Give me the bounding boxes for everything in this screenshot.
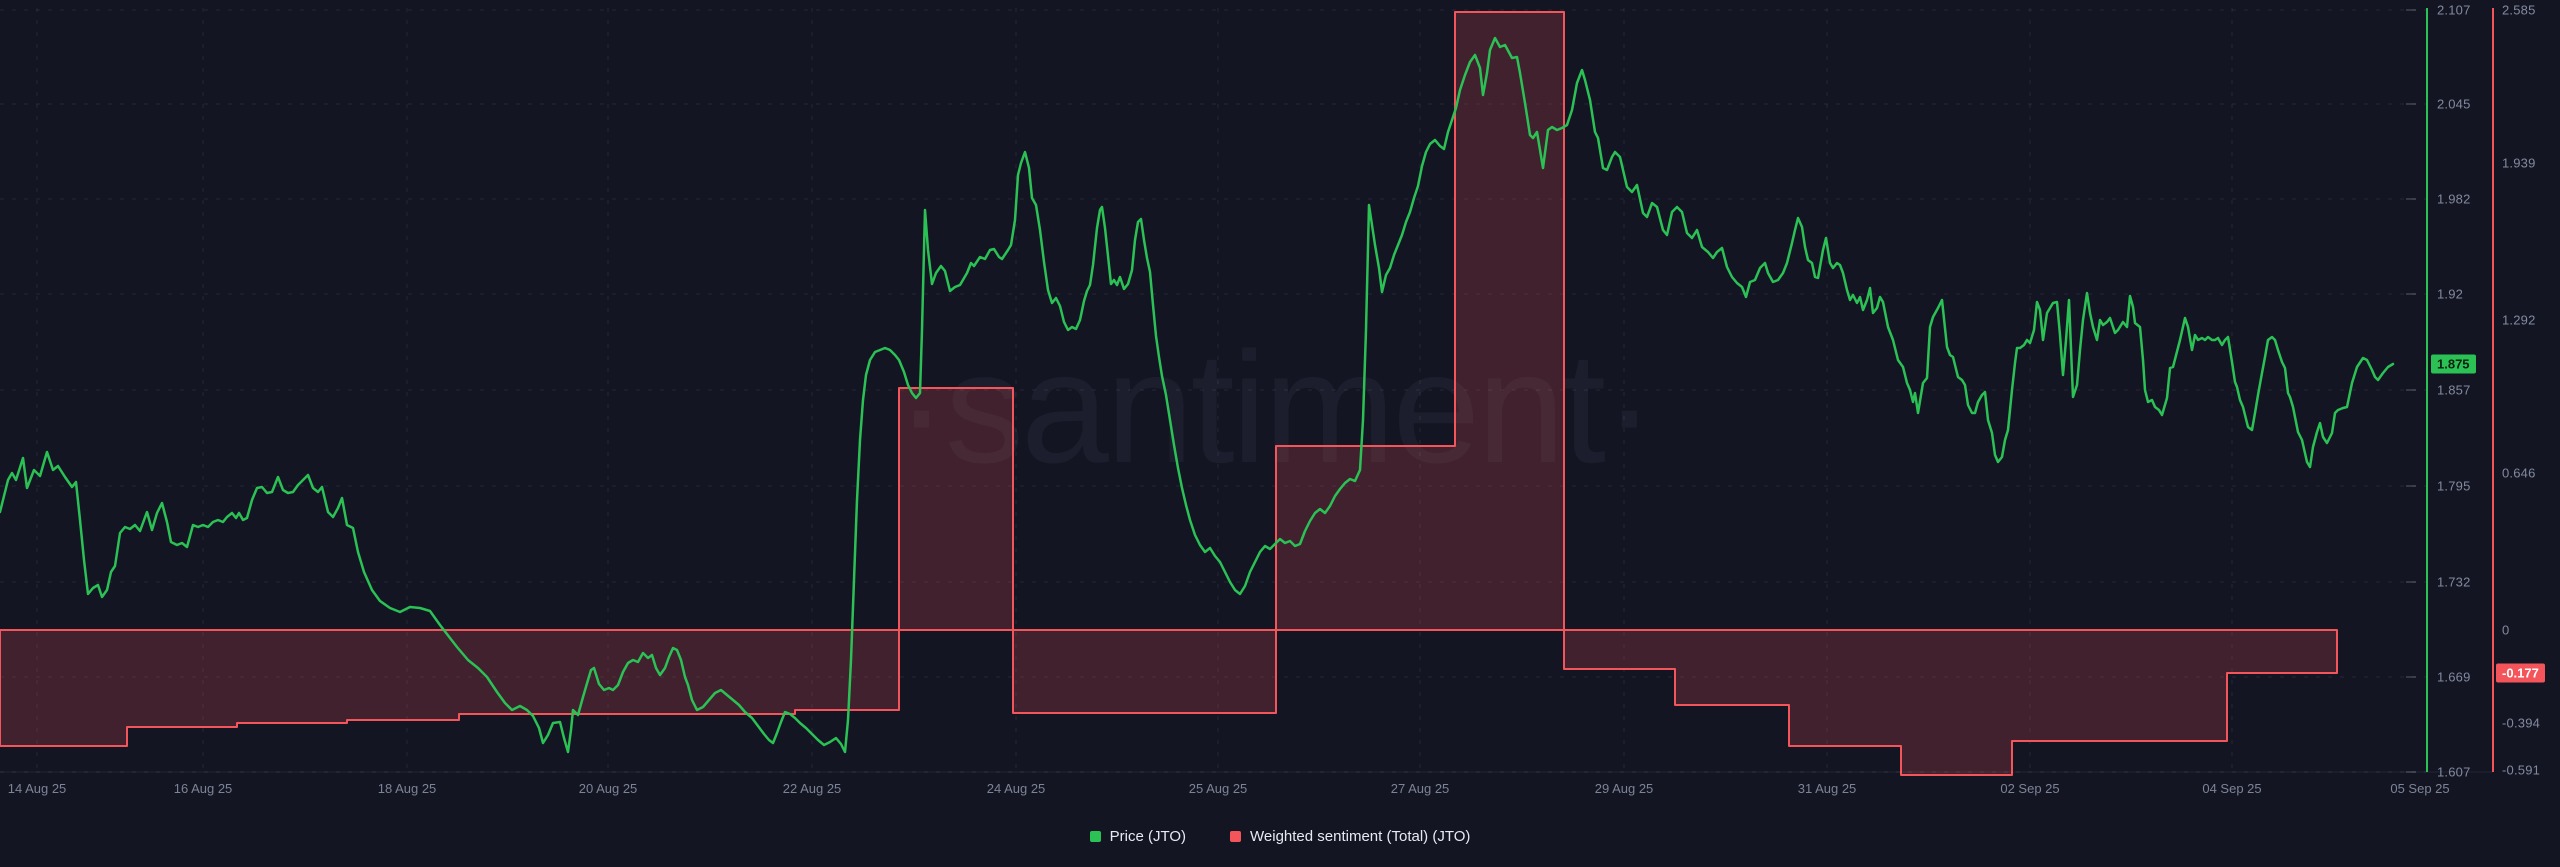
sentiment-legend-swatch — [1230, 831, 1242, 842]
legend-item-sentiment[interactable]: Weighted sentiment (Total) (JTO) — [1230, 828, 1470, 845]
price-series — [0, 36, 2395, 754]
date-label: 02 Sep 25 — [2000, 781, 2060, 796]
price-tick-label: 1.732 — [2437, 574, 2471, 590]
date-label: 22 Aug 25 — [782, 781, 842, 796]
weighted-sentiment-series — [0, 11, 2338, 776]
date-label: 20 Aug 25 — [578, 781, 638, 796]
sentiment-tick-label: 1.292 — [2502, 312, 2536, 328]
legend: Price (JTO) Weighted sentiment (Total) (… — [0, 828, 2560, 845]
date-label: 14 Aug 25 — [7, 781, 67, 796]
price-current-badge: 1.875 — [2431, 354, 2476, 374]
date-label: 27 Aug 25 — [1390, 781, 1450, 796]
date-label: 05 Sep 25 — [2390, 781, 2450, 796]
date-label: 25 Aug 25 — [1188, 781, 1248, 796]
price-legend-label: Price (JTO) — [1109, 828, 1187, 845]
date-label: 04 Sep 25 — [2202, 781, 2262, 796]
date-label: 16 Aug 25 — [173, 781, 233, 796]
price-legend-swatch — [1089, 831, 1101, 842]
sentiment-tick-label: -0.591 — [2502, 762, 2541, 778]
price-tick-label: 1.607 — [2437, 764, 2471, 780]
date-label: 24 Aug 25 — [986, 781, 1046, 796]
sentiment-tick-label: 1.939 — [2502, 155, 2536, 171]
price-tick-label: 1.795 — [2437, 478, 2471, 494]
price-tick-label: 1.669 — [2437, 669, 2471, 685]
date-label: 18 Aug 25 — [377, 781, 437, 796]
sentiment-tick-label: 2.585 — [2502, 2, 2536, 18]
date-label: 31 Aug 25 — [1797, 781, 1857, 796]
price-tick-label: 1.92 — [2437, 286, 2464, 302]
sentiment-tick-label: 0.646 — [2502, 465, 2536, 481]
sentiment-current-badge: -0.177 — [2496, 663, 2545, 683]
legend-item-price[interactable]: Price (JTO) — [1089, 828, 1187, 845]
sentiment-legend-label: Weighted sentiment (Total) (JTO) — [1250, 828, 1471, 845]
price-tick-label: 2.045 — [2437, 96, 2471, 112]
date-label: 29 Aug 25 — [1594, 781, 1654, 796]
price-tick-label: 1.982 — [2437, 191, 2471, 207]
sentiment-tick-label: 0 — [2502, 622, 2510, 638]
price-tick-label: 1.857 — [2437, 382, 2471, 398]
price-tick-label: 2.107 — [2437, 2, 2471, 18]
sentiment-tick-label: -0.394 — [2502, 715, 2541, 731]
